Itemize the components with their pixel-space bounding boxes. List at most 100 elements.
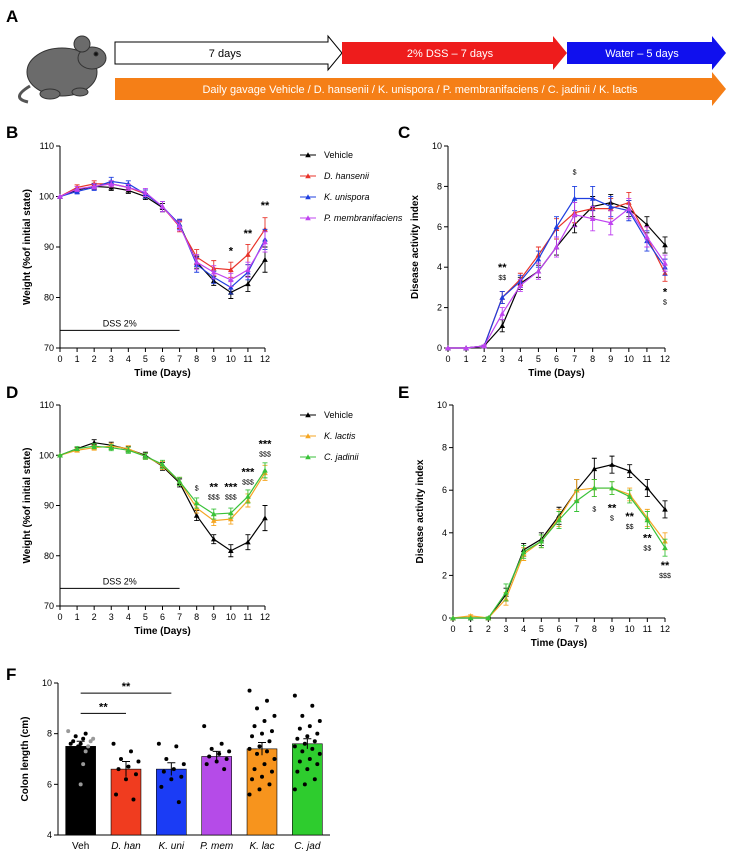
marker [108, 181, 115, 187]
data-point [307, 724, 312, 729]
data-point [257, 744, 262, 749]
marker [609, 485, 615, 491]
significance: ** [261, 200, 270, 212]
phase-arrow [342, 36, 567, 70]
x-tick-label: 2 [92, 354, 97, 364]
marker [553, 244, 560, 250]
marker [159, 203, 166, 209]
y-tick-label: 70 [44, 343, 54, 353]
x-tick-label: 8 [590, 354, 595, 364]
x-tick-label: 1 [468, 624, 473, 634]
legend-marker [305, 433, 311, 439]
data-point [202, 724, 207, 729]
significance: *** [224, 481, 238, 493]
y-tick-label: 0 [442, 613, 447, 623]
data-point [264, 749, 269, 754]
marker [91, 443, 97, 449]
marker [503, 589, 509, 595]
marker [74, 445, 80, 451]
marker [571, 211, 578, 217]
significance: $$$ [225, 494, 237, 501]
marker [159, 461, 166, 467]
data-point [260, 731, 264, 736]
marker [142, 453, 149, 459]
x-tick-label: 11 [642, 354, 651, 364]
marker [210, 517, 217, 523]
data-point [169, 777, 174, 782]
marker [245, 266, 251, 272]
legend-marker [305, 173, 311, 179]
span-label: DSS 2% [103, 318, 137, 328]
x-axis-title: Time (Days) [134, 368, 191, 379]
x-tick-label: 3 [109, 354, 114, 364]
panel-label: F [6, 665, 16, 684]
panel-label: D [6, 383, 18, 402]
data-point [76, 744, 81, 749]
data-point [269, 769, 274, 774]
data-point [119, 757, 124, 761]
data-point [83, 749, 88, 754]
y-tick-label: 110 [40, 141, 54, 151]
series-line [59, 183, 266, 281]
data-point [116, 767, 121, 772]
mouse-icon [18, 35, 107, 104]
data-point [88, 774, 93, 779]
y-tick-label: 2 [437, 303, 442, 313]
legend-marker [305, 152, 311, 158]
data-point [255, 751, 260, 756]
marker [626, 205, 632, 211]
data-point [91, 736, 96, 741]
x-tick-label: K. uni [159, 841, 185, 852]
marker [607, 203, 614, 209]
panel-label: A [6, 7, 18, 26]
marker [463, 345, 469, 351]
data-point [66, 746, 71, 751]
marker [535, 268, 542, 274]
y-tick-label: 4 [442, 528, 447, 538]
legend-marker [305, 215, 311, 221]
significance: $$ [626, 524, 634, 531]
data-point [252, 767, 257, 772]
data-point [312, 777, 317, 782]
x-tick-label: 11 [243, 612, 252, 622]
data-point [250, 777, 255, 782]
x-tick-label: 4 [126, 612, 131, 622]
marker [262, 256, 268, 262]
phase-label: Water – 5 days [605, 48, 679, 60]
panel-a: A 7 days 2% DSS – 7 days Water – 5 days … [6, 7, 726, 106]
data-point [128, 749, 133, 754]
marker [262, 467, 268, 473]
gavage-label: Daily gavage Vehicle / D. hansenii / K. … [202, 84, 638, 96]
y-axis-title: Colon length (cm) [20, 717, 31, 802]
data-point [312, 739, 317, 744]
y-tick-label: 2 [442, 570, 447, 580]
phase-arrow [114, 34, 343, 72]
data-point [88, 739, 93, 744]
data-point [302, 741, 307, 746]
series-line [59, 183, 266, 271]
marker [74, 186, 80, 192]
marker [467, 615, 474, 621]
marker [228, 266, 234, 272]
data-point [91, 757, 96, 761]
marker [609, 461, 615, 467]
y-tick-label: 6 [442, 485, 447, 495]
marker [228, 277, 234, 283]
x-tick-label: 8 [194, 354, 199, 364]
x-tick-label: 5 [536, 354, 541, 364]
data-point [224, 757, 229, 761]
y-tick-label: 4 [47, 830, 52, 840]
error-bar [167, 762, 176, 776]
y-tick-label: 80 [44, 551, 54, 561]
data-point [159, 784, 164, 789]
marker [662, 242, 668, 248]
x-tick-label: 4 [126, 354, 131, 364]
data-point [310, 746, 315, 751]
x-tick-label: 6 [554, 354, 559, 364]
data-point [267, 739, 272, 744]
phase-arrow [567, 36, 726, 70]
marker [644, 485, 651, 491]
significance: ** [498, 262, 507, 274]
y-tick-label: 6 [47, 779, 52, 789]
marker [125, 447, 132, 453]
